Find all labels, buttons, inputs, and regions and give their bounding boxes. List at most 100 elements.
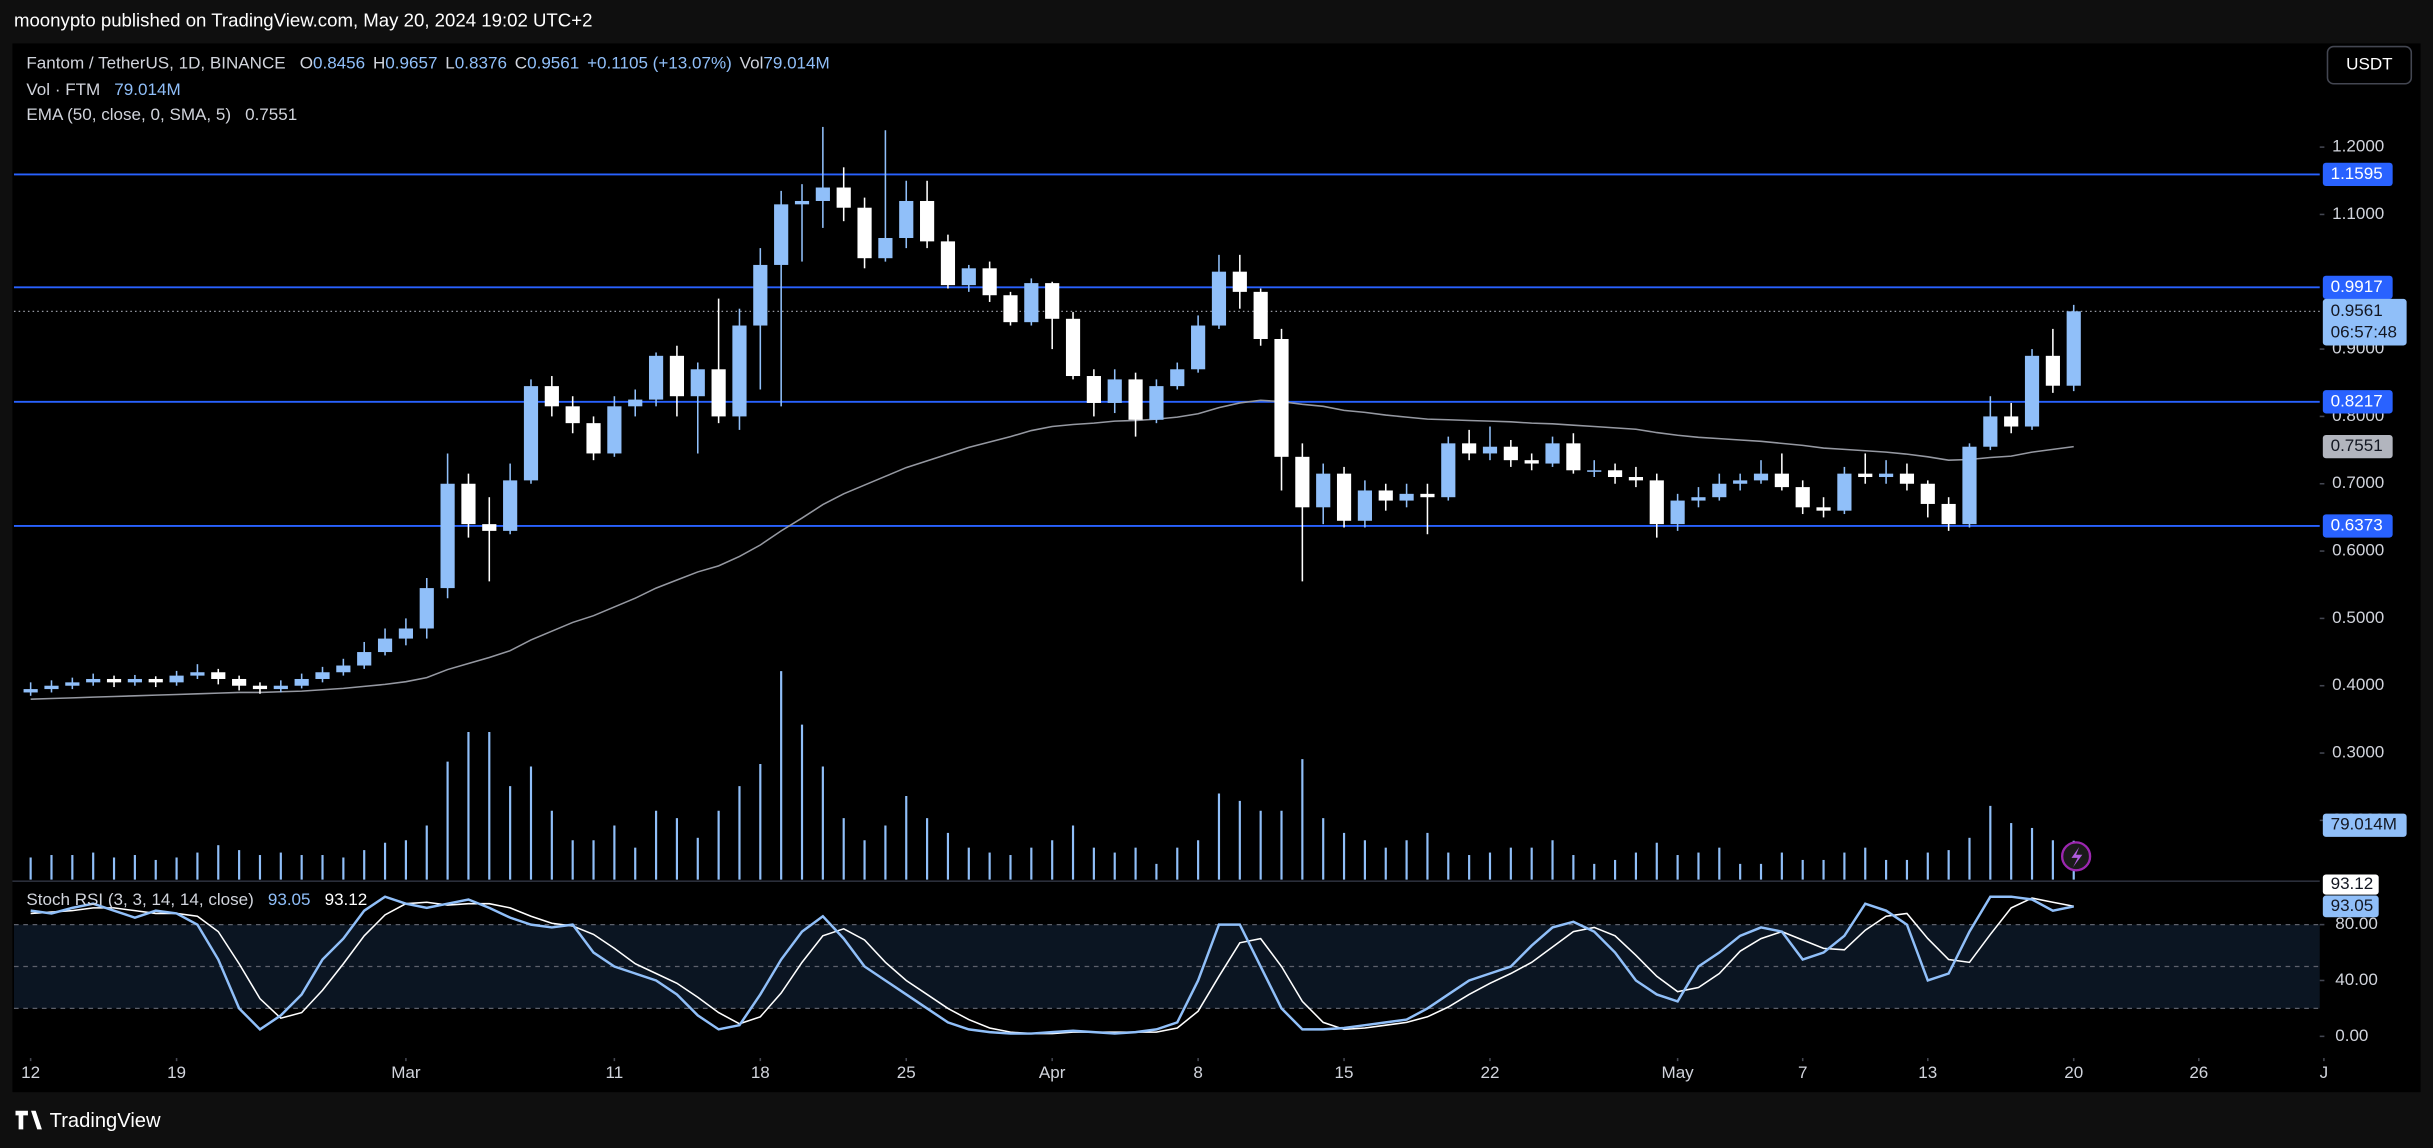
y-tick-label: 0.3000	[2332, 743, 2384, 762]
symbol-readout: Fantom / TetherUS, 1D, BINANCE O0.8456 H…	[26, 53, 829, 72]
candle-body	[732, 325, 747, 417]
candle-body	[106, 678, 122, 683]
candle-body	[1628, 477, 1644, 481]
replay-icon[interactable]	[2060, 841, 2092, 872]
open-label: O	[300, 53, 313, 72]
x-tick-label: 22	[1481, 1063, 1500, 1082]
y-tick-label: 0.6000	[2332, 541, 2384, 560]
volume-value: 79.014M	[763, 53, 829, 72]
candle-body	[523, 386, 539, 481]
candle-body	[2045, 355, 2060, 386]
x-tick-label: 12	[21, 1063, 40, 1082]
candle-body	[1378, 490, 1393, 501]
ema-title: EMA (50, close, 0, SMA, 5)	[26, 104, 231, 123]
ema-legend: EMA (50, close, 0, SMA, 5) 0.7551	[26, 104, 297, 123]
candle-body	[1899, 473, 1915, 484]
last-price-box	[2322, 298, 2407, 346]
candle-body	[1441, 443, 1456, 498]
candle-body	[1086, 376, 1101, 403]
x-tick-label: May	[1662, 1063, 1695, 1082]
x-tick-label: 11	[606, 1063, 624, 1082]
candle-body	[1170, 369, 1185, 387]
candle-body	[774, 204, 789, 265]
candle-body	[1211, 271, 1227, 326]
candle-body	[1462, 443, 1477, 454]
chart-area	[12, 43, 2421, 1093]
labels-layer: 1.20001.10000.90000.80000.70000.60000.50…	[21, 137, 2407, 1082]
x-tick-label: 20	[2064, 1063, 2083, 1082]
ema-tag: 0.7551	[2331, 436, 2383, 455]
candle-body	[1566, 443, 1581, 471]
replay-icon-bolt[interactable]	[2071, 847, 2083, 868]
level-tag: 1.1595	[2331, 164, 2383, 183]
candle-body	[273, 685, 288, 690]
high-label: H	[373, 53, 385, 72]
candle-body	[211, 672, 226, 679]
stoch-k-value: 93.05	[268, 889, 311, 908]
candle-body	[1149, 386, 1164, 420]
x-tick-label: 26	[2189, 1063, 2208, 1082]
level-tag-box	[2322, 275, 2393, 299]
candle-body	[1649, 480, 1664, 525]
candle-body	[503, 480, 518, 531]
candle-body	[648, 355, 664, 400]
y-tick-label: 1.2000	[2332, 137, 2384, 156]
last-price-tag: 0.9561	[2331, 301, 2383, 320]
candle-body	[1295, 456, 1310, 508]
candle-body	[315, 672, 330, 679]
candle-body	[1420, 493, 1435, 498]
candle-body	[65, 682, 80, 686]
candle-body	[1712, 483, 1727, 498]
candle-body	[899, 200, 914, 239]
stoch-d-tag: 93.12	[2331, 874, 2374, 893]
publisher-line: moonypto published on TradingView.com, M…	[14, 10, 593, 31]
candle-body	[2004, 416, 2019, 427]
stoch-k-line	[30, 895, 2074, 1035]
candle-body	[190, 672, 205, 676]
level-tag-box	[2322, 514, 2393, 538]
candle-body	[1524, 460, 1539, 464]
candle-body	[1503, 446, 1518, 461]
ema-legend-value: 0.7551	[245, 104, 297, 123]
stoch-d-tag-box	[2322, 874, 2379, 895]
x-tick-label: J	[2320, 1063, 2329, 1082]
x-tick-label: 25	[897, 1063, 916, 1082]
stoch-tick-label: 80.00	[2335, 914, 2378, 933]
volume-tag: 79.014M	[2331, 815, 2397, 834]
candle-body	[1003, 295, 1018, 323]
stoch-k-tag-box	[2322, 895, 2379, 918]
level-tag: 0.9917	[2331, 277, 2383, 296]
candle-body	[1733, 480, 1748, 484]
candle-body	[544, 386, 559, 407]
candle-body	[815, 187, 830, 201]
currency-button-label[interactable]: USDT	[2346, 55, 2393, 74]
candle-body	[336, 665, 351, 673]
candle-body	[86, 678, 101, 683]
countdown-tag: 06:57:48	[2331, 323, 2397, 342]
brand-name: TradingView	[50, 1110, 161, 1132]
candle-body	[1024, 283, 1039, 323]
ema-line	[30, 399, 2074, 700]
candle-body	[377, 638, 393, 653]
currency-button[interactable]: USDT	[2326, 45, 2413, 85]
candle-body	[419, 588, 434, 629]
candle-body	[920, 200, 935, 242]
currency-button-box[interactable]	[2326, 45, 2413, 85]
candle-body	[1357, 490, 1372, 521]
x-tick-label: 7	[1798, 1063, 1807, 1082]
candle-body	[878, 238, 893, 259]
candle-body	[1774, 473, 1789, 488]
x-tick-label: 13	[1918, 1063, 1937, 1082]
candle-body	[565, 406, 580, 424]
candle-body	[44, 685, 59, 690]
x-tick-label: 19	[167, 1063, 186, 1082]
volume-tag-box	[2322, 813, 2407, 837]
level-tag-box	[2322, 162, 2393, 187]
volume-title: Vol · FTM	[26, 79, 100, 98]
stoch-title: Stoch RSI (3, 3, 14, 14, close)	[26, 889, 253, 908]
volume-label: Vol	[740, 53, 764, 72]
x-tick-label: 15	[1335, 1063, 1354, 1082]
change-value: +0.1105 (+13.07%)	[587, 53, 732, 72]
level-tag: 0.6373	[2331, 515, 2383, 534]
stoch-d-value: 93.12	[325, 889, 368, 908]
